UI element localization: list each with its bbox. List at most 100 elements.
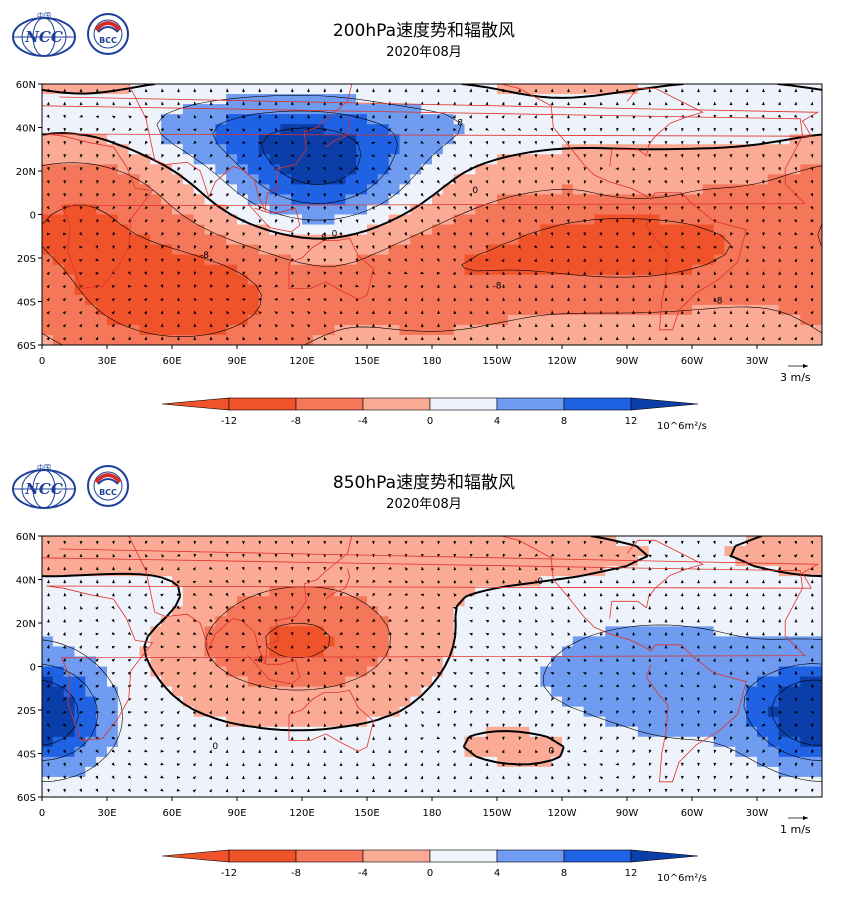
shade-cell bbox=[800, 324, 812, 336]
wind-arrowhead bbox=[225, 298, 229, 301]
shade-cell bbox=[421, 204, 433, 216]
shade-cell bbox=[410, 686, 422, 698]
shade-cell bbox=[432, 164, 444, 175]
shade-cell bbox=[442, 254, 455, 266]
shade-cell bbox=[150, 284, 162, 296]
shade-cell bbox=[421, 254, 433, 266]
shade-cell bbox=[399, 154, 411, 165]
wind-arrowhead bbox=[794, 337, 797, 341]
shade-cell bbox=[334, 626, 346, 637]
wind-arrowhead bbox=[534, 219, 538, 223]
wind-arrowhead bbox=[566, 219, 570, 223]
shade-cell bbox=[161, 736, 173, 748]
shade-cell bbox=[139, 596, 151, 607]
shade-cell bbox=[280, 566, 292, 577]
shade-cell bbox=[139, 264, 151, 276]
shade-cell bbox=[117, 134, 130, 145]
shade-cell bbox=[345, 766, 357, 778]
shade-cell bbox=[486, 94, 498, 105]
shade-cell bbox=[258, 606, 271, 617]
shade-cell bbox=[692, 84, 704, 95]
shade-cell bbox=[96, 114, 108, 125]
shade-cell bbox=[497, 636, 509, 648]
shade-cell bbox=[52, 566, 65, 577]
shade-cell bbox=[367, 756, 379, 768]
shade-cell bbox=[464, 766, 476, 778]
shade-cell bbox=[497, 334, 509, 345]
shade-cell bbox=[291, 666, 303, 678]
shade-cell bbox=[247, 264, 260, 276]
shade-cell bbox=[323, 546, 336, 557]
wind-arrowhead bbox=[713, 271, 717, 275]
shade-cell bbox=[74, 736, 86, 748]
velocity-potential-map: 0-40 00 30E 60E 90E 120E 150E 180 150W 120W 90W 60W… bbox=[16, 532, 823, 884]
wind-arrowhead bbox=[161, 180, 165, 184]
wind-arrowhead bbox=[647, 167, 651, 171]
wind-arrowhead bbox=[177, 101, 181, 106]
shade-cell bbox=[74, 204, 86, 216]
shade-cell bbox=[258, 244, 271, 256]
shade-cell bbox=[486, 656, 498, 668]
shade-cell bbox=[150, 606, 162, 617]
wind-arrowhead bbox=[339, 310, 343, 315]
wind-arrowhead bbox=[339, 101, 343, 105]
wind-arrowhead bbox=[550, 206, 554, 210]
shade-cell bbox=[258, 264, 271, 276]
shade-cell bbox=[139, 324, 151, 336]
shade-cell bbox=[648, 294, 661, 306]
shade-cell bbox=[117, 676, 130, 688]
shade-cell bbox=[778, 324, 791, 336]
wind-arrowhead bbox=[112, 88, 116, 93]
shade-cell bbox=[74, 716, 86, 728]
shade-cell bbox=[670, 84, 682, 95]
shade-cell bbox=[323, 746, 336, 758]
shade-cell bbox=[388, 184, 401, 196]
shade-cell bbox=[377, 234, 390, 246]
shade-cell bbox=[215, 716, 227, 728]
shade-cell bbox=[735, 134, 747, 145]
shade-cell bbox=[356, 706, 368, 718]
shade-cell bbox=[182, 204, 195, 216]
shade-cell bbox=[551, 234, 563, 246]
wind-arrowhead bbox=[420, 323, 424, 327]
shade-cell bbox=[681, 244, 693, 256]
wind-arrowhead bbox=[616, 180, 620, 184]
shade-cell bbox=[377, 646, 390, 658]
shade-cell bbox=[150, 596, 162, 607]
wind-arrowhead bbox=[46, 272, 50, 276]
wind-arrowhead bbox=[501, 167, 505, 171]
shade-cell bbox=[52, 736, 65, 748]
shade-cell bbox=[302, 154, 314, 165]
shade-cell bbox=[96, 786, 108, 797]
shade-cell bbox=[128, 636, 141, 648]
wind-arrowhead bbox=[713, 284, 717, 288]
shade-cell bbox=[215, 746, 227, 758]
shade-cell bbox=[464, 244, 476, 256]
bcc-logo: BCC bbox=[87, 13, 129, 55]
shade-cell bbox=[42, 204, 54, 216]
shade-cell bbox=[627, 184, 639, 196]
shade-cell bbox=[562, 304, 574, 316]
shade-cell bbox=[735, 84, 747, 95]
shade-cell bbox=[497, 314, 509, 326]
shade-cell bbox=[497, 94, 509, 105]
shade-cell bbox=[562, 104, 574, 115]
shade-cell bbox=[778, 124, 791, 135]
shade-cell bbox=[150, 104, 162, 115]
shade-cell bbox=[107, 616, 119, 627]
wind-arrowhead bbox=[469, 219, 472, 223]
x-tick-label: 150E bbox=[354, 356, 379, 367]
shade-cell bbox=[226, 576, 238, 587]
wind-arrowhead bbox=[778, 271, 782, 275]
wind-arrowhead bbox=[355, 154, 359, 158]
shade-cell bbox=[399, 586, 411, 597]
shade-cell bbox=[96, 334, 108, 345]
shade-cell bbox=[107, 756, 119, 768]
wind-arrowhead bbox=[762, 258, 766, 262]
shade-cell bbox=[702, 324, 715, 336]
shade-cell bbox=[182, 134, 195, 145]
shade-cell bbox=[442, 746, 455, 758]
shade-cell bbox=[757, 134, 769, 145]
shade-cell bbox=[42, 656, 54, 668]
wind-arrowhead bbox=[371, 285, 375, 288]
